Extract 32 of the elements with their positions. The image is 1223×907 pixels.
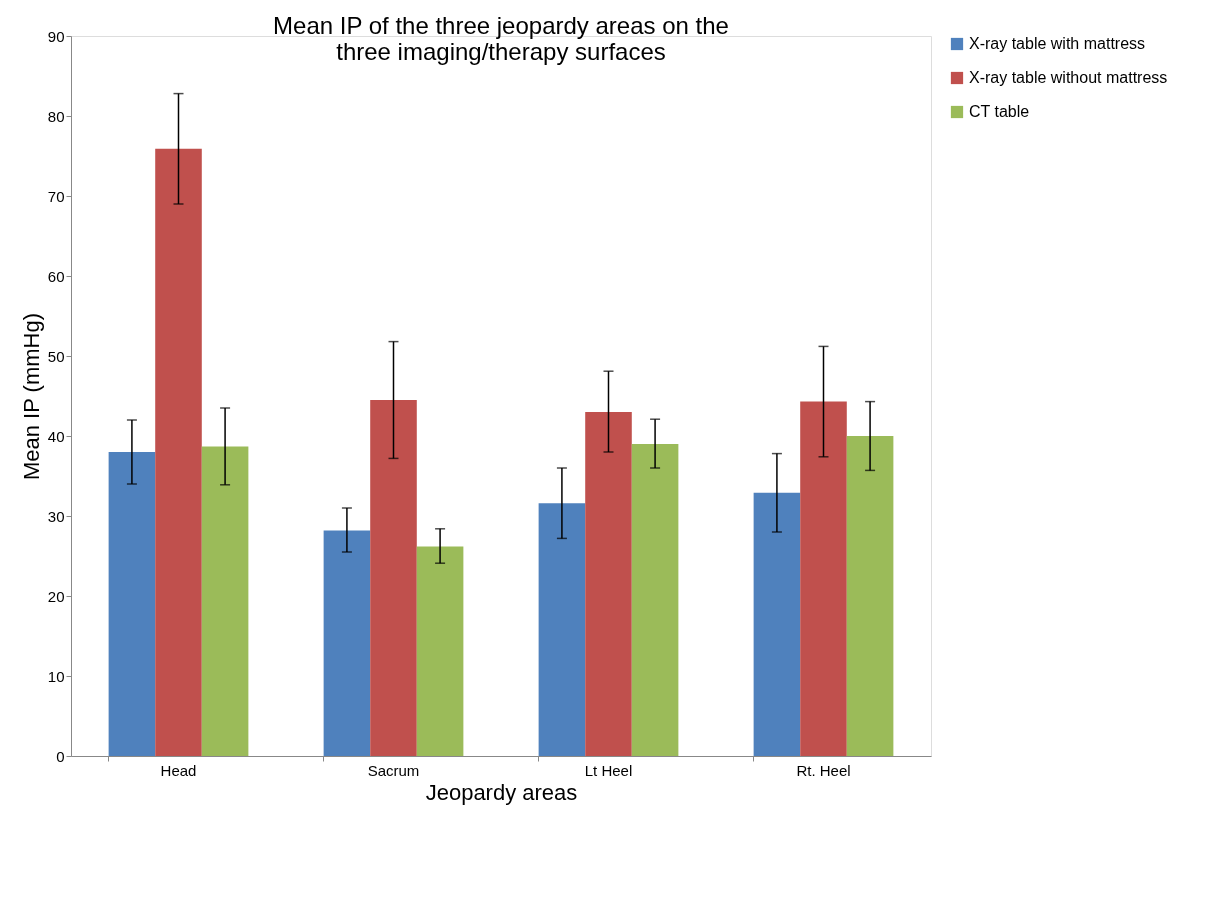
bar — [323, 530, 371, 756]
y-tick-label: 60 — [47, 267, 65, 285]
x-tick-label: Lt Heel — [584, 761, 633, 779]
y-tick-label: 80 — [47, 107, 65, 125]
y-tick-label: 10 — [47, 667, 65, 685]
y-tick-label: 50 — [47, 347, 65, 365]
bar — [201, 446, 249, 756]
bar — [585, 412, 632, 756]
bar — [416, 546, 464, 756]
bar — [370, 400, 417, 756]
bar — [538, 503, 586, 756]
y-axis-title: Mean IP (mmHg) — [18, 312, 44, 481]
bar — [846, 436, 894, 756]
y-tick-label: 70 — [47, 187, 65, 205]
y-tick-label: 20 — [47, 587, 65, 605]
legend-label: X-ray table with mattress — [969, 35, 1146, 52]
x-tick-label: Rt. Heel — [796, 761, 851, 779]
bar — [800, 401, 847, 756]
bar — [631, 444, 679, 756]
legend-label: X-ray table without mattress — [969, 69, 1168, 86]
y-tick-label: 40 — [47, 427, 65, 445]
bar — [753, 492, 801, 756]
bar — [108, 452, 156, 756]
y-tick-label: 90 — [47, 27, 65, 45]
x-tick-label: Head — [160, 761, 197, 779]
y-tick-label: 30 — [47, 507, 65, 525]
legend-label: CT table — [969, 103, 1030, 120]
chart-title: Mean IP of the three jeopardy areas on the three imaging/therapy surfaces — [273, 12, 729, 65]
bar — [155, 148, 202, 756]
x-axis-title: Jeopardy areas — [425, 779, 578, 805]
y-tick-label: 0 — [56, 747, 65, 765]
x-tick-label: Sacrum — [367, 761, 420, 779]
